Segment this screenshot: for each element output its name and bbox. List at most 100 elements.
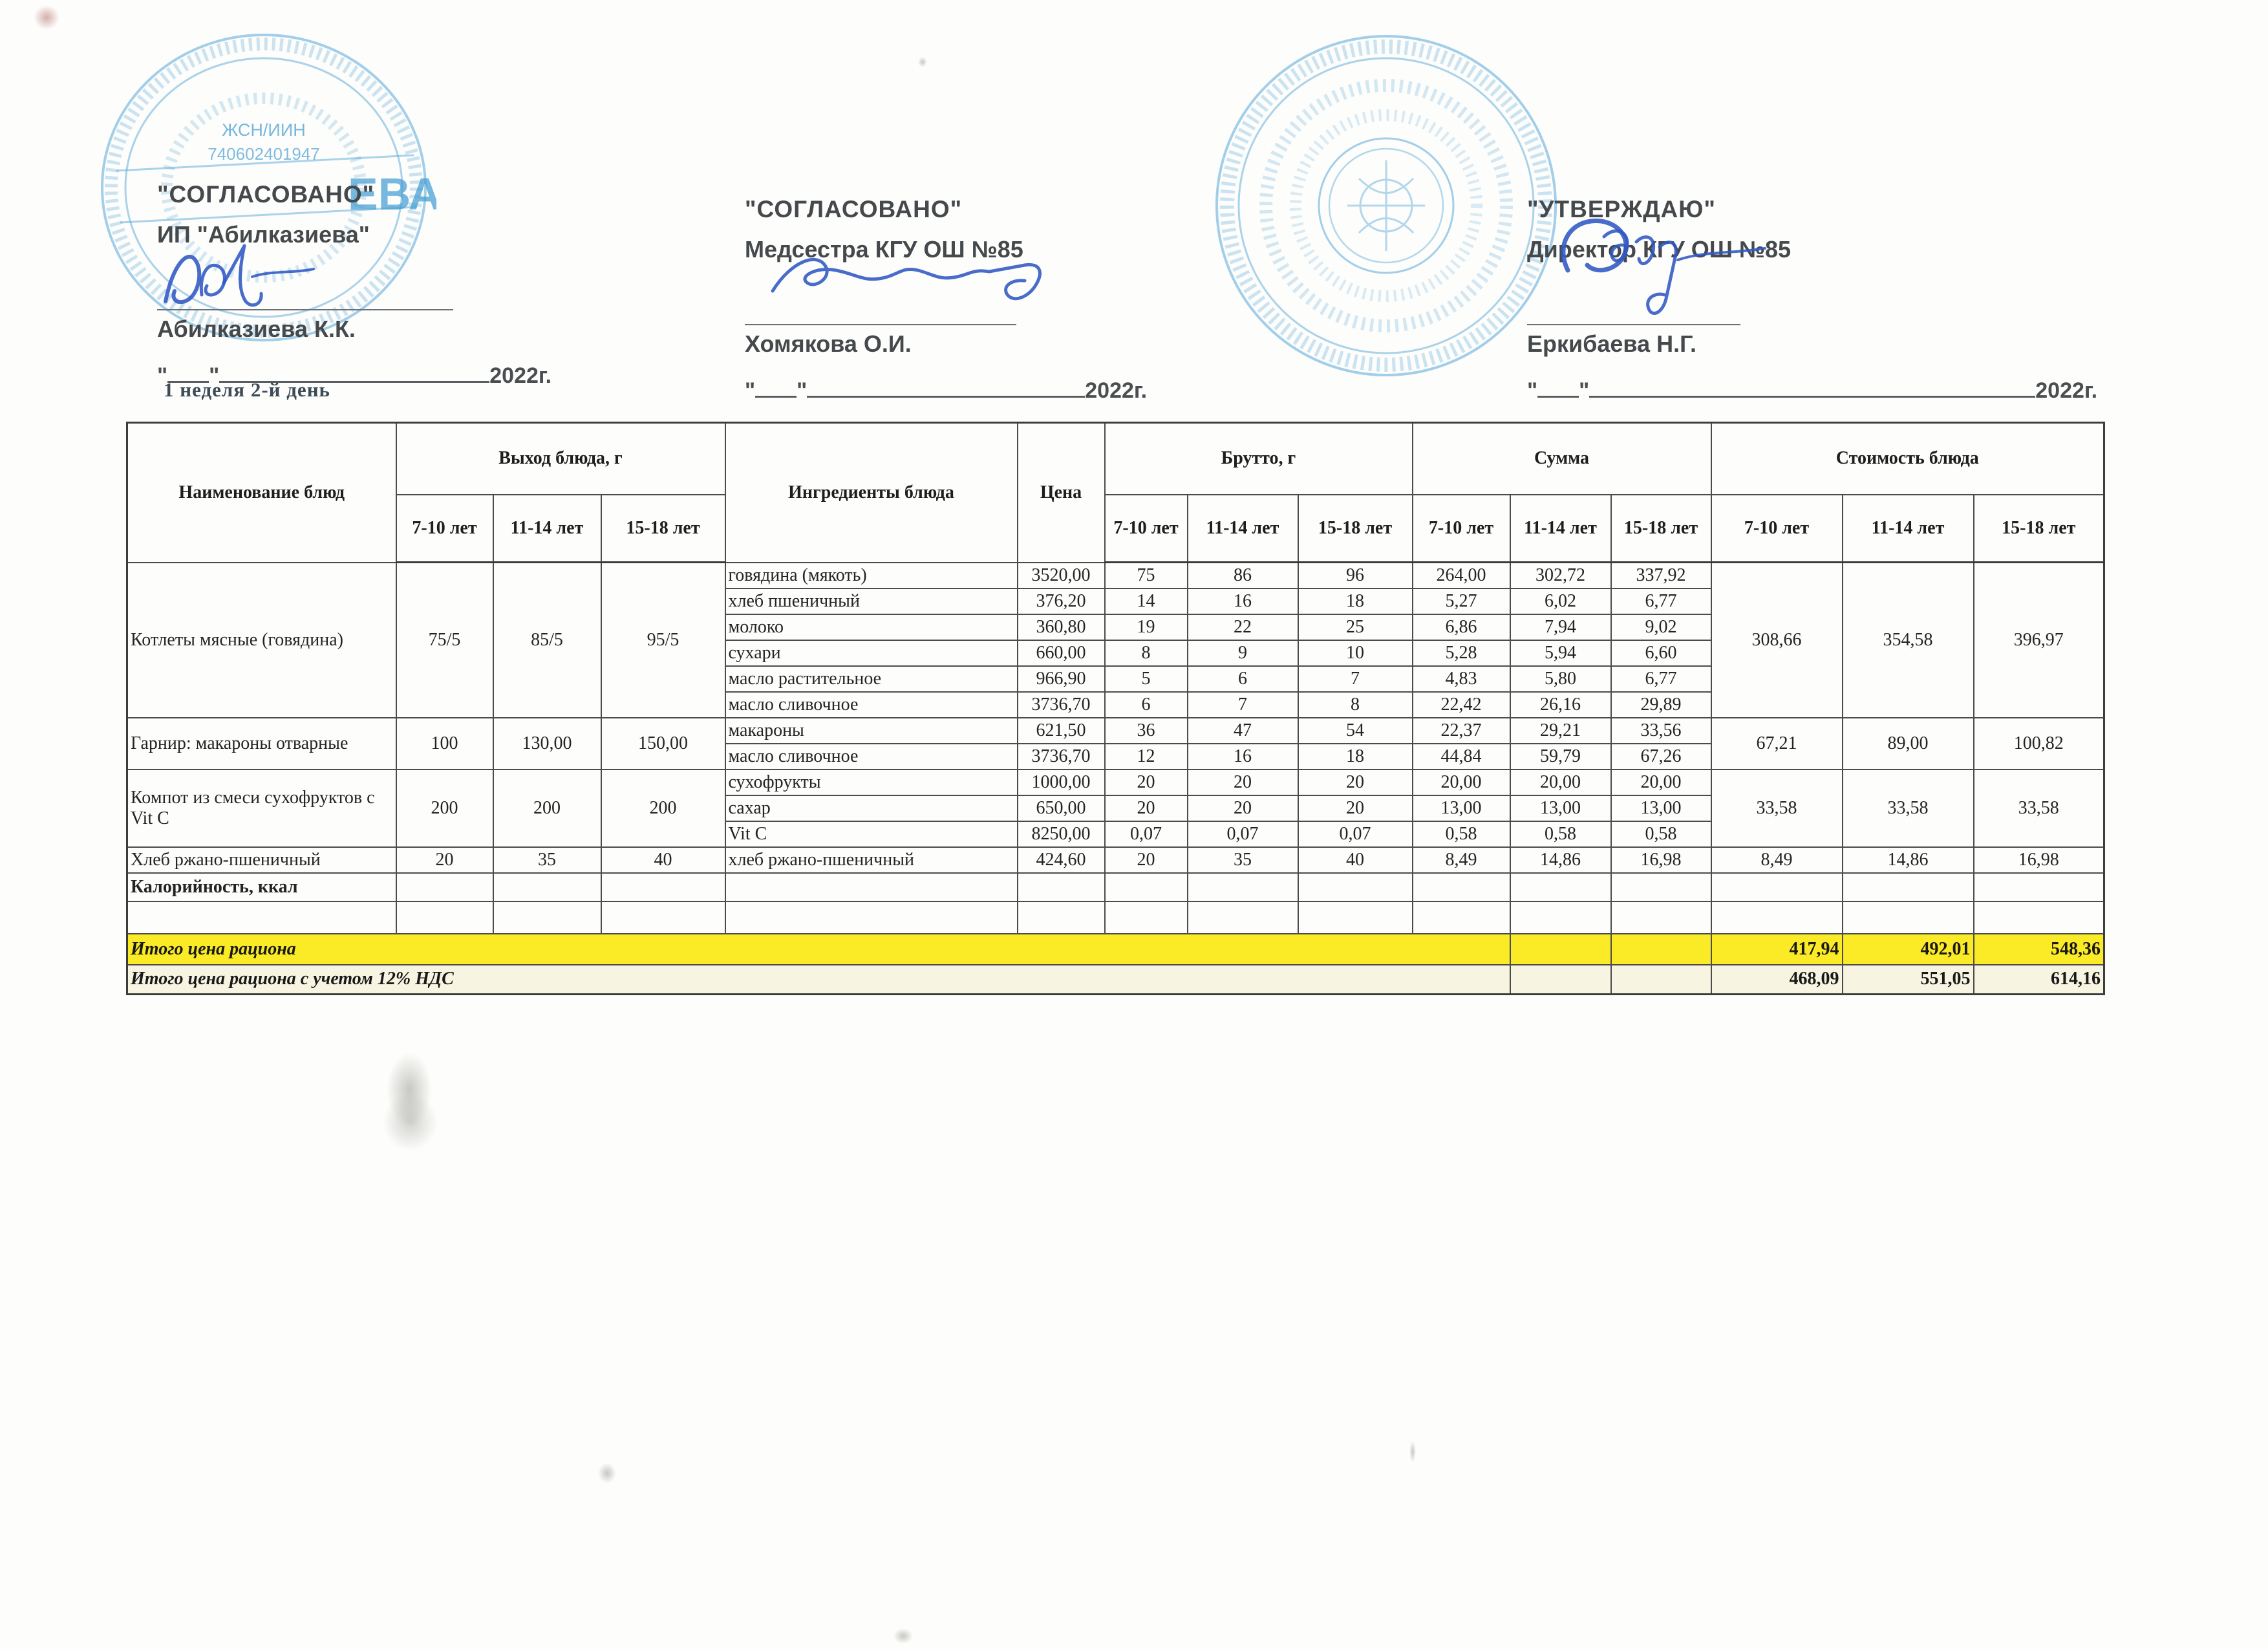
- output-value: 35: [492, 846, 602, 874]
- age-col-header: 15-18 лет: [1297, 493, 1413, 563]
- ingredient-name: молоко: [724, 613, 1018, 641]
- output-value: 200: [600, 768, 726, 848]
- sum-value: 4,83: [1411, 665, 1511, 693]
- sum-value: 29,21: [1509, 717, 1612, 744]
- brutto-value: 7: [1186, 691, 1299, 718]
- price-value: 424,60: [1016, 846, 1106, 874]
- sum-value: 264,00: [1411, 561, 1511, 589]
- sum-value: 14,86: [1509, 846, 1612, 874]
- date-blank-short: [755, 377, 797, 398]
- quote-mark: ": [1527, 378, 1538, 403]
- ingredient-name: сахар: [724, 794, 1018, 822]
- year-label: 2022г.: [489, 363, 552, 388]
- brutto-value: 16: [1186, 587, 1299, 615]
- sum-value: 0,58: [1610, 820, 1712, 848]
- empty-cell: [724, 900, 1018, 934]
- signature-zone: [745, 266, 1456, 325]
- approval-date-line: " " 2022г.: [157, 362, 868, 389]
- brutto-value: 96: [1297, 561, 1413, 589]
- sum-value: 5,27: [1411, 587, 1511, 615]
- age-col-header: 11-14 лет: [1186, 493, 1299, 563]
- brutto-value: 20: [1186, 794, 1299, 822]
- output-value: 130,00: [492, 717, 602, 770]
- brutto-value: 19: [1104, 613, 1188, 641]
- dish-cost-value: 33,58: [1973, 768, 2105, 848]
- sum-value: 5,28: [1411, 639, 1511, 667]
- approval-date-line: " " 2022г.: [1527, 377, 2238, 404]
- dish-cost-value: 16,98: [1973, 846, 2105, 874]
- sum-value: 13,00: [1509, 794, 1612, 822]
- stamp-iin-label: ЖСН/ИИН: [222, 120, 305, 140]
- sum-value: 302,72: [1509, 561, 1612, 589]
- empty-cell: [1841, 900, 1974, 934]
- table-row: сахар 650,00 20 20 20 13,00 13,00 13,00: [127, 794, 2104, 822]
- signature-line: [157, 309, 453, 310]
- brutto-value: 6: [1186, 665, 1299, 693]
- ingredient-name: Vit C: [724, 820, 1018, 848]
- sum-value: 59,79: [1509, 742, 1612, 770]
- age-col-header: 15-18 лет: [1610, 493, 1712, 563]
- stamp-iin-number: 740602401947: [208, 144, 320, 164]
- date-blank-short: [167, 362, 209, 383]
- sum-value: 13,00: [1610, 794, 1712, 822]
- blank-row: [126, 900, 2105, 934]
- total-value: 548,36: [1973, 932, 2105, 965]
- brutto-value: 5: [1104, 665, 1188, 693]
- empty-cell: [1710, 872, 1843, 902]
- approval-date-line: " " 2022г.: [745, 377, 1456, 404]
- sum-value: 29,89: [1610, 691, 1712, 718]
- approval-subtitle: Медсестра КГУ ОШ №85: [745, 236, 1023, 263]
- kcal-row: Калорийность, ккал: [126, 872, 2105, 902]
- sum-value: 0,58: [1411, 820, 1511, 848]
- dish-name: Компот из смеси сухофруктов с Vit C: [126, 768, 397, 848]
- round-stamp-center: [1215, 35, 1557, 376]
- table-row: молоко 360,80 19 22 25 6,86 7,94 9,02: [127, 613, 2104, 641]
- year-label: 2022г.: [2035, 378, 2098, 403]
- dish-cost-value: 67,21: [1710, 717, 1843, 770]
- brutto-value: 20: [1186, 768, 1299, 796]
- brutto-value: 0,07: [1186, 820, 1299, 848]
- signature-director: [1561, 219, 1766, 315]
- dish-cost-value: 396,97: [1973, 561, 2105, 718]
- brutto-value: 7: [1297, 665, 1413, 693]
- sum-value: 20,00: [1509, 768, 1612, 796]
- ingredient-name: хлеб пшеничный: [724, 587, 1018, 615]
- price-value: 966,90: [1016, 665, 1106, 693]
- empty-cell: [1710, 900, 1843, 934]
- ingredient-name: масло сливочное: [724, 742, 1018, 770]
- ingredient-name: сухофрукты: [724, 768, 1018, 796]
- approval-title: "СОГЛАСОВАНО": [157, 181, 375, 208]
- price-value: 3736,70: [1016, 742, 1106, 770]
- round-stamp-left: ЖСН/ИИН 740602401947 ЕВА: [101, 34, 436, 341]
- brutto-value: 0,07: [1104, 820, 1188, 848]
- price-value: 3520,00: [1016, 561, 1106, 589]
- output-value: 95/5: [600, 561, 726, 718]
- sum-value: 13,00: [1411, 794, 1511, 822]
- total-value: 492,01: [1841, 932, 1974, 965]
- age-col-header: 11-14 лет: [492, 493, 602, 563]
- dish-cost-value: 33,58: [1841, 768, 1974, 848]
- empty-cell: [1973, 872, 2105, 902]
- scan-smudge: [34, 5, 59, 30]
- empty-cell: [1610, 932, 1712, 965]
- brutto-value: 75: [1104, 561, 1188, 589]
- empty-cell: [1411, 872, 1511, 902]
- col-header-output: Выход блюда, г: [395, 422, 726, 495]
- sum-value: 6,60: [1610, 639, 1712, 667]
- week-day-label: 1 неделя 2-й день: [164, 378, 330, 401]
- sum-value: 8,49: [1411, 846, 1511, 874]
- brutto-value: 20: [1297, 768, 1413, 796]
- signature-nurse: [771, 257, 1042, 301]
- total-value: 417,94: [1710, 932, 1843, 965]
- empty-cell: [1297, 872, 1413, 902]
- quote-mark: ": [797, 378, 808, 403]
- signature-zone: [157, 251, 868, 310]
- age-col-header: 15-18 лет: [600, 493, 726, 563]
- approval-block-nurse: "СОГЛАСОВАНО" Медсестра КГУ ОШ №85 Хомяк…: [745, 196, 1456, 404]
- age-col-header: 15-18 лет: [1973, 493, 2105, 563]
- dish-name: Хлеб ржано-пшеничный: [126, 846, 397, 874]
- output-value: 100: [395, 717, 494, 770]
- sum-value: 22,42: [1411, 691, 1511, 718]
- price-value: 376,20: [1016, 587, 1106, 615]
- col-header-sum: Сумма: [1411, 422, 1712, 495]
